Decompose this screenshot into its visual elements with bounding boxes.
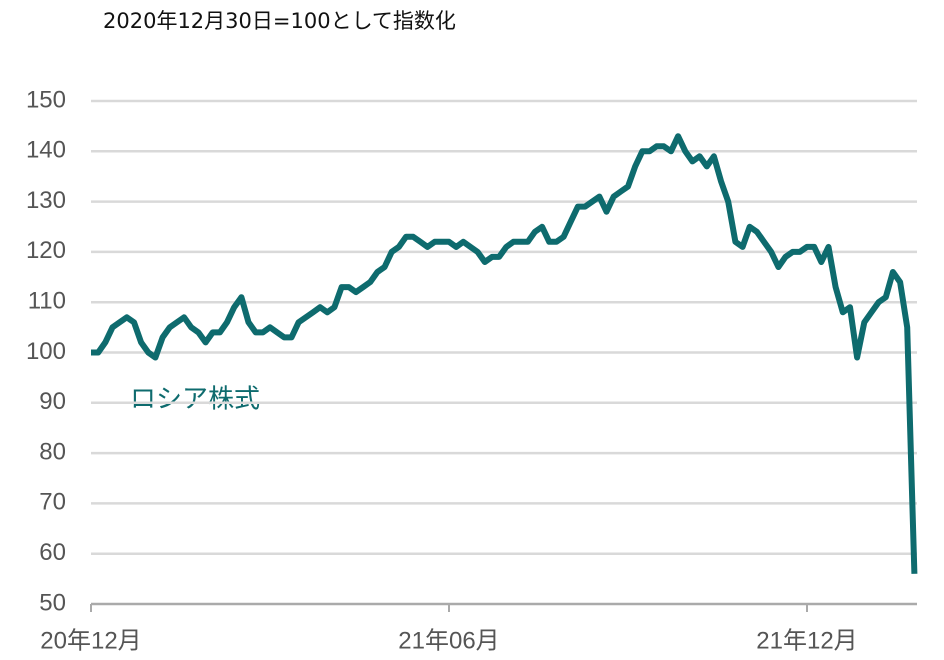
x-tick-label: 21年06月	[398, 627, 499, 654]
chart-subtitle: 2020年12月30日=100として指数化	[103, 9, 456, 33]
y-tick-label: 120	[26, 237, 66, 264]
y-tick-label: 60	[39, 539, 66, 566]
y-tick-label: 80	[39, 438, 66, 465]
x-tick-label: 20年12月	[40, 627, 141, 654]
y-tick-label: 150	[26, 86, 66, 113]
series-label: ロシア株式	[130, 385, 260, 415]
series-line	[91, 133, 918, 574]
y-tick-label: 140	[26, 137, 66, 164]
y-tick-label: 130	[26, 187, 66, 214]
y-tick-label: 100	[26, 338, 66, 365]
x-tick-label: 21年12月	[756, 627, 857, 654]
y-tick-label: 90	[39, 388, 66, 415]
y-tick-label: 50	[39, 589, 66, 616]
y-tick-label: 70	[39, 489, 66, 516]
y-tick-label: 110	[28, 288, 66, 315]
